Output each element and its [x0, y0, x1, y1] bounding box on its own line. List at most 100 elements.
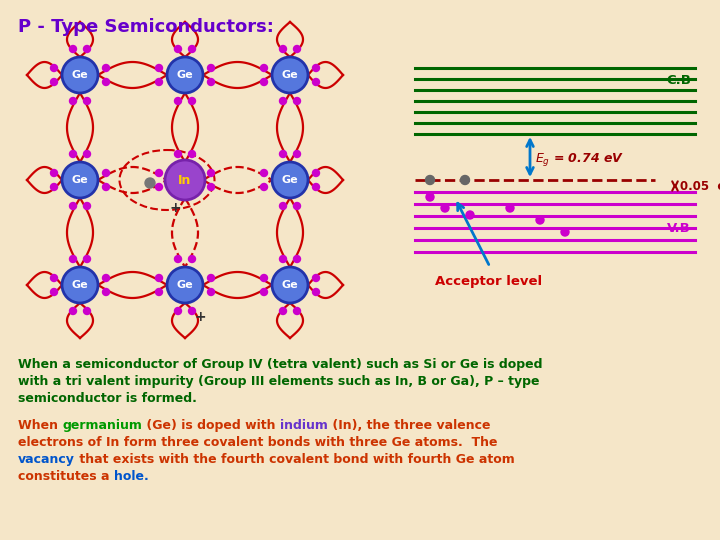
Text: with a tri valent impurity (Group III elements such as In, B or Ga), P – type: with a tri valent impurity (Group III el…: [18, 375, 539, 388]
Circle shape: [189, 98, 196, 105]
Circle shape: [207, 64, 215, 71]
Circle shape: [174, 307, 181, 314]
Circle shape: [84, 45, 91, 52]
Circle shape: [189, 307, 196, 314]
Circle shape: [207, 184, 215, 191]
Circle shape: [312, 184, 320, 191]
Circle shape: [156, 170, 163, 177]
Circle shape: [70, 255, 76, 262]
Text: hole.: hole.: [114, 470, 148, 483]
Circle shape: [466, 211, 474, 219]
Circle shape: [174, 255, 181, 262]
Circle shape: [156, 64, 163, 71]
Text: P - Type Semiconductors:: P - Type Semiconductors:: [18, 18, 274, 36]
Text: When: When: [18, 419, 63, 432]
Text: +: +: [194, 310, 206, 324]
Circle shape: [461, 176, 469, 185]
Circle shape: [174, 45, 181, 52]
Text: Acceptor level: Acceptor level: [435, 275, 542, 288]
Circle shape: [207, 288, 215, 295]
Circle shape: [312, 78, 320, 85]
Circle shape: [426, 193, 434, 201]
Text: C.B: C.B: [666, 73, 691, 86]
Circle shape: [189, 45, 196, 52]
Circle shape: [84, 151, 91, 158]
Circle shape: [174, 98, 181, 105]
Circle shape: [279, 151, 287, 158]
Circle shape: [102, 78, 109, 85]
Circle shape: [312, 288, 320, 295]
Circle shape: [70, 202, 76, 210]
Circle shape: [62, 57, 98, 93]
Text: that exists with the fourth covalent bond with fourth Ge atom: that exists with the fourth covalent bon…: [75, 453, 515, 466]
Circle shape: [167, 57, 203, 93]
Circle shape: [261, 78, 268, 85]
Circle shape: [294, 202, 300, 210]
Circle shape: [156, 78, 163, 85]
Text: germanium: germanium: [63, 419, 143, 432]
Circle shape: [50, 184, 58, 191]
Circle shape: [174, 151, 181, 158]
Circle shape: [156, 288, 163, 295]
Circle shape: [165, 160, 205, 200]
Circle shape: [272, 162, 308, 198]
Circle shape: [272, 267, 308, 303]
Circle shape: [62, 267, 98, 303]
Circle shape: [189, 151, 196, 158]
Circle shape: [272, 57, 308, 93]
Text: Ge: Ge: [176, 70, 193, 80]
Circle shape: [84, 255, 91, 262]
Circle shape: [312, 64, 320, 71]
Text: semiconductor is formed.: semiconductor is formed.: [18, 392, 197, 405]
Circle shape: [62, 162, 98, 198]
Text: In: In: [179, 173, 192, 186]
Text: $E_g$ = 0.74 eV: $E_g$ = 0.74 eV: [535, 152, 624, 168]
Circle shape: [70, 151, 76, 158]
Circle shape: [294, 45, 300, 52]
Circle shape: [312, 274, 320, 281]
Circle shape: [279, 255, 287, 262]
Circle shape: [207, 78, 215, 85]
Circle shape: [84, 98, 91, 105]
Circle shape: [102, 288, 109, 295]
Circle shape: [156, 274, 163, 281]
Text: Ge: Ge: [72, 175, 89, 185]
Text: Ge: Ge: [282, 280, 298, 290]
Circle shape: [70, 98, 76, 105]
Circle shape: [102, 170, 109, 177]
Circle shape: [261, 184, 268, 191]
Text: vacancy: vacancy: [18, 453, 75, 466]
Circle shape: [536, 216, 544, 224]
Circle shape: [102, 274, 109, 281]
Text: (Ge) is doped with: (Ge) is doped with: [143, 419, 280, 432]
Text: (In), the three valence: (In), the three valence: [328, 419, 490, 432]
Circle shape: [145, 178, 155, 188]
Text: indium: indium: [280, 419, 328, 432]
Text: When a semiconductor of Group IV (tetra valent) such as Si or Ge is doped: When a semiconductor of Group IV (tetra …: [18, 358, 542, 371]
Circle shape: [294, 307, 300, 314]
Circle shape: [441, 204, 449, 212]
Text: Ge: Ge: [72, 70, 89, 80]
Circle shape: [294, 98, 300, 105]
Circle shape: [84, 307, 91, 314]
Circle shape: [261, 64, 268, 71]
Circle shape: [84, 202, 91, 210]
Circle shape: [50, 78, 58, 85]
Text: electrons of In form three covalent bonds with three Ge atoms.  The: electrons of In form three covalent bond…: [18, 436, 498, 449]
Circle shape: [261, 288, 268, 295]
Circle shape: [156, 184, 163, 191]
Circle shape: [312, 170, 320, 177]
Circle shape: [50, 170, 58, 177]
Circle shape: [506, 204, 514, 212]
Circle shape: [189, 255, 196, 262]
Text: constitutes a: constitutes a: [18, 470, 114, 483]
Circle shape: [261, 274, 268, 281]
Circle shape: [279, 202, 287, 210]
Circle shape: [279, 45, 287, 52]
Circle shape: [70, 45, 76, 52]
Circle shape: [50, 64, 58, 71]
Circle shape: [102, 184, 109, 191]
Circle shape: [261, 170, 268, 177]
Circle shape: [294, 151, 300, 158]
Text: Ge: Ge: [176, 280, 193, 290]
